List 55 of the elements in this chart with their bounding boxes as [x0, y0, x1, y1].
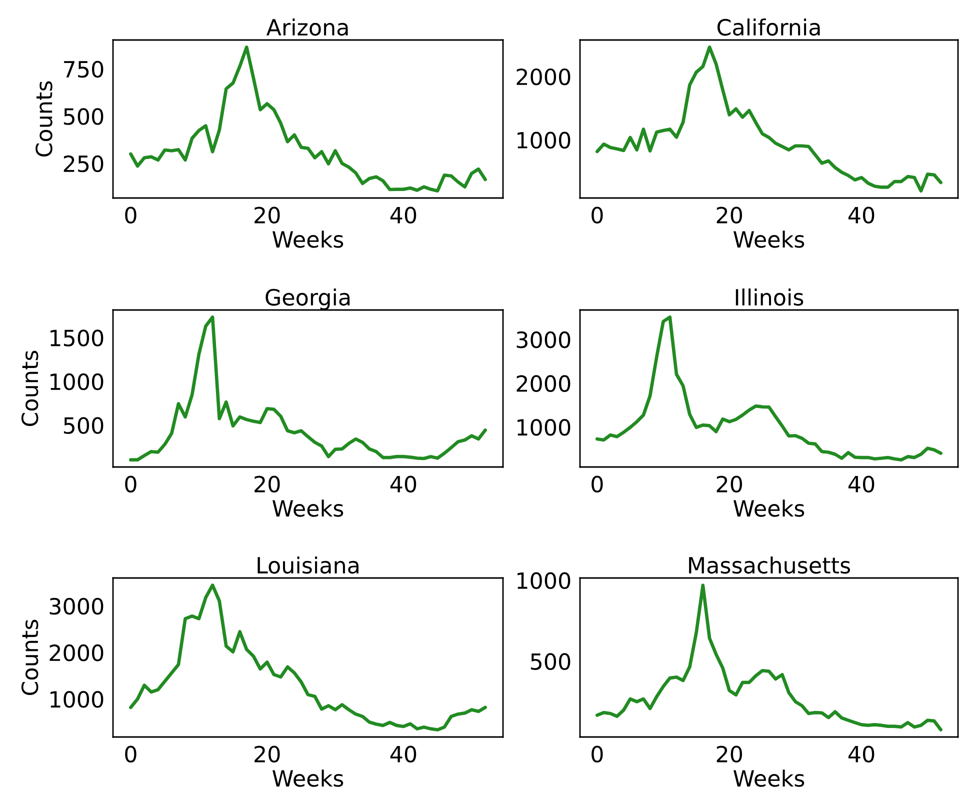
x-tick-label: 0	[592, 206, 603, 224]
x-axis-title: Weeks	[272, 500, 344, 517]
chart-title: Louisiana	[258, 556, 358, 574]
line-series	[129, 316, 487, 462]
x-tick-label: 20	[716, 476, 742, 493]
x-axis-title: Weeks	[272, 770, 344, 787]
line-series	[596, 315, 942, 462]
y-tick-label: 1000	[518, 418, 570, 436]
x-tick-label: 20	[716, 206, 742, 224]
x-tick-label: 40	[390, 476, 416, 493]
x-tick-label: 40	[390, 206, 416, 224]
y-tick-label: 3000	[516, 331, 570, 348]
x-axis-title: Weeks	[272, 230, 344, 248]
chart-title: Georgia	[266, 288, 350, 310]
x-tick-label: 40	[848, 476, 874, 493]
y-axis-title: Counts	[21, 620, 38, 696]
y-tick-label: 1000	[50, 373, 104, 390]
x-tick-label: 0	[125, 206, 136, 224]
x-axis-title: Weeks	[734, 770, 804, 787]
chart-title: Arizona	[266, 18, 348, 36]
y-tick-label: 750	[64, 60, 104, 78]
y-tick-label: 500	[64, 108, 104, 125]
x-tick-label: 40	[848, 746, 874, 763]
x-tick-label: 20	[716, 746, 742, 763]
y-axis-title: Counts	[36, 81, 52, 157]
x-tick-label: 20	[254, 746, 280, 763]
x-tick-label: 20	[254, 206, 280, 224]
y-tick-label: 3000	[50, 598, 104, 615]
y-tick-label: 500	[530, 653, 570, 670]
chart-title: Massachusetts	[689, 556, 850, 574]
x-tick-label: 0	[125, 746, 136, 763]
x-tick-label: 0	[125, 476, 136, 493]
x-tick-label: 40	[390, 746, 416, 763]
y-tick-label: 1500	[50, 330, 104, 346]
line-series	[129, 46, 487, 192]
x-axis-title: Weeks	[734, 230, 804, 248]
y-tick-label: 2000	[516, 375, 570, 392]
line-series	[596, 45, 942, 193]
x-tick-label: 0	[592, 476, 603, 493]
y-tick-label: 2000	[50, 644, 104, 662]
x-tick-label: 40	[848, 206, 874, 224]
x-axis-title: Weeks	[734, 500, 804, 517]
y-tick-label: 1000	[518, 572, 570, 590]
y-tick-label: 500	[64, 417, 104, 434]
y-tick-label: 250	[64, 155, 104, 172]
y-tick-label: 1000	[518, 132, 570, 149]
y-tick-label: 2000	[516, 68, 570, 86]
chart-title: Illinois	[736, 288, 804, 306]
y-tick-label: 1000	[50, 690, 104, 708]
x-tick-label: 20	[254, 476, 280, 493]
line-series	[596, 584, 942, 732]
chart-title: California	[717, 18, 820, 36]
x-tick-label: 0	[592, 746, 603, 763]
line-series	[129, 584, 487, 732]
y-axis-title: Counts	[21, 350, 38, 426]
